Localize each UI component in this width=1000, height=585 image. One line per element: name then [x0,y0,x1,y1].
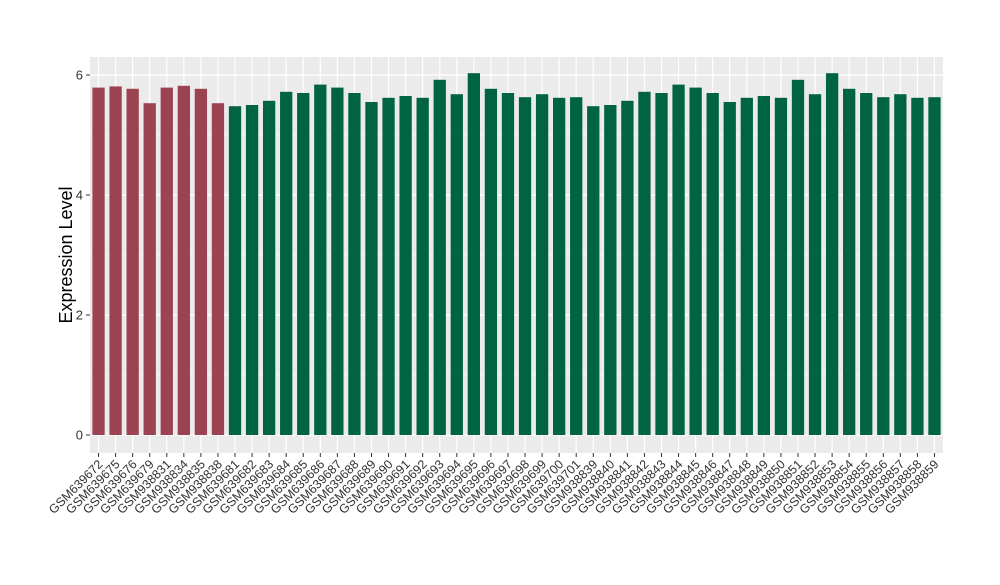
bar-GSM938846 [706,93,719,435]
bar-GSM938841 [621,100,634,436]
bar-GSM938849 [757,96,771,435]
bar-GSM639684 [280,91,293,436]
bar-GSM938848 [740,97,753,436]
bar-GSM639697 [501,93,515,435]
bar-GSM639696 [484,88,498,436]
bar-GSM639687 [331,87,344,435]
bar-GSM938844 [672,84,685,435]
bar-GSM639675 [109,86,122,436]
bar-GSM639683 [262,100,276,436]
bars [92,73,941,436]
bar-GSM938845 [689,87,702,435]
bar-GSM639672 [92,87,105,435]
bar-GSM639686 [314,84,327,435]
bar-GSM938838 [211,103,225,435]
bar-GSM639698 [518,97,532,435]
bar-GSM938851 [791,79,805,436]
bar-GSM639682 [245,105,259,435]
bar-GSM938855 [860,93,873,435]
bar-GSM938856 [877,97,890,435]
y-axis-label: Expression Level [56,186,76,323]
bar-GSM639691 [399,96,412,435]
bar-GSM639689 [365,102,378,435]
bar-GSM938839 [587,106,600,435]
bar-GSM639685 [297,93,310,435]
bar-GSM639676 [126,88,139,436]
bar-GSM639690 [382,97,395,436]
bar-GSM938831 [160,87,173,435]
y-axis: 0 2 4 6 [76,68,90,443]
bar-GSM639692 [416,97,429,436]
bar-GSM938859 [928,97,941,435]
bar-GSM639694 [450,94,463,435]
bar-GSM639681 [228,106,242,435]
bar-GSM938847 [723,102,736,435]
bar-GSM938854 [843,88,856,436]
bar-GSM938857 [894,94,907,435]
bar-GSM639688 [348,93,361,435]
bar-GSM639699 [535,94,549,435]
bar-GSM938853 [825,73,839,435]
bar-GSM938835 [194,88,208,436]
bar-GSM639701 [570,97,583,435]
bar-GSM938850 [774,97,788,436]
x-axis: GSM639672GSM639675GSM639676GSM639679GSM9… [46,453,942,517]
bar-GSM639695 [467,73,480,435]
bar-GSM639679 [143,103,156,435]
bar-GSM639693 [433,79,446,436]
bar-GSM938840 [604,105,617,435]
y-tick-label: 4 [76,188,83,203]
bar-GSM938858 [911,97,924,436]
bar-GSM938834 [177,85,190,436]
bar-GSM938842 [638,91,651,436]
bar-GSM639700 [553,97,566,436]
y-tick-label: 6 [76,68,83,83]
y-tick-label: 2 [76,308,83,323]
bar-GSM938852 [808,94,822,435]
bar-GSM938843 [655,93,668,435]
y-tick-label: 0 [76,428,83,443]
